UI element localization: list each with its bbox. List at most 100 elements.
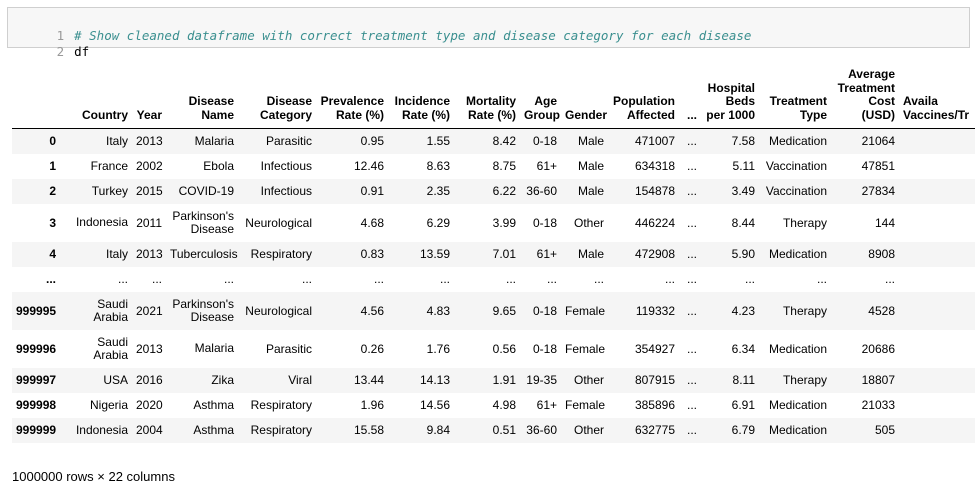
code-cell[interactable]: 1 # Show cleaned dataframe with correct t… [7, 7, 970, 59]
table-cell: Viral [288, 373, 312, 387]
table-cell: Italy [105, 246, 128, 261]
table-row: 999998 Nigeria 2020 Asthma Respiratory 1.96 14… [12, 393, 975, 418]
table-cell: France [90, 158, 128, 173]
table-row: 2 Turkey 2015 COVID-19 Infectious 0.91 2.35 6.2… [12, 178, 975, 204]
table-cell: 0-18 [532, 341, 557, 356]
table-cell: 12.46 [353, 159, 384, 173]
table-cell: ... [439, 272, 450, 286]
table-cell: 4.68 [360, 215, 384, 230]
table-cell: 9.84 [426, 423, 450, 437]
table-cell: ... [505, 272, 516, 286]
table-cell: Female [565, 341, 606, 356]
table-cell [899, 154, 975, 179]
column-header: Country [82, 107, 128, 122]
table-cell: 2020 [136, 398, 163, 412]
table-cell: 2016 [136, 373, 163, 387]
column-header: Prevalence Rate (%) [320, 94, 384, 122]
table-cell: Medication [768, 134, 827, 149]
table-cell: 471007 [634, 134, 675, 149]
table-cell: 2013 [136, 341, 163, 356]
table-cell: 2.35 [426, 184, 450, 198]
table-cell: ... [373, 272, 384, 286]
table-cell: Therapy [782, 303, 827, 318]
table-cell: 13.44 [353, 373, 384, 387]
column-header: Disease Category [259, 94, 312, 122]
table-cell [899, 418, 975, 443]
table-cell: 0-18 [532, 215, 557, 230]
table-cell: Vaccination [765, 159, 827, 173]
table-cell: Therapy [782, 215, 827, 230]
table-cell [899, 179, 975, 204]
column-header: Mortality Rate (%) [465, 94, 516, 122]
column-header: ... [686, 107, 697, 122]
table-cell: Asthma [193, 422, 234, 437]
table-cell [899, 242, 975, 267]
row-index: 0 [49, 134, 56, 149]
table-cell: Neurological [245, 303, 312, 318]
table-cell: 0-18 [532, 134, 557, 149]
table-row: 1 France 2002 Ebola Infectious 12.46 8.63 8.75 6… [12, 154, 975, 179]
table-cell: 2011 [136, 215, 162, 230]
table-cell [899, 368, 975, 393]
row-index: 3 [49, 215, 56, 230]
table-cell: 36-60 [526, 184, 557, 198]
table-cell: 27834 [861, 184, 895, 198]
table-cell: Neurological [245, 215, 312, 230]
table-cell: 18807 [861, 373, 895, 387]
table-cell: ... [686, 272, 697, 286]
table-cell: ... [686, 215, 697, 230]
table-cell: Indonesia [75, 215, 128, 229]
table-row: 0 Italy 2013 Malaria Parasitic 0.95 1.55 8.42 0-… [12, 128, 975, 154]
table-cell: 6.79 [731, 423, 755, 437]
column-header: Age Group [524, 94, 560, 122]
line-number-2: 2 [56, 44, 65, 59]
table-cell: Parasitic [265, 134, 312, 149]
table-cell: USA [103, 372, 128, 387]
table-cell: ... [884, 272, 895, 286]
table-cell: 61+ [536, 247, 557, 261]
table-cell: Nigeria [89, 397, 128, 412]
table-cell: 2021 [136, 303, 163, 318]
table-cell: 807915 [634, 373, 675, 387]
table-cell: 472908 [634, 247, 675, 261]
table-cell: 21064 [861, 134, 895, 149]
table-cell: 354927 [634, 341, 675, 356]
table-cell: Parkinson's Disease [172, 296, 234, 324]
table-cell: 14.56 [419, 398, 450, 412]
table-cell: Saudi Arabia [93, 296, 128, 324]
table-cell: 4.23 [731, 303, 755, 318]
table-row: 3 Indonesia 2011 Parkinson's Disease Neurolo… [12, 204, 975, 242]
column-header: Availa Vaccines/Tr [903, 94, 970, 122]
table-cell: 9.65 [492, 303, 516, 318]
table-cell [899, 393, 975, 418]
table-cell: 4.83 [426, 303, 450, 318]
table-cell: Medication [768, 423, 827, 437]
table-cell: Indonesia [75, 422, 128, 437]
table-cell: 3.49 [731, 184, 755, 198]
table-cell: Other [573, 215, 604, 230]
table-cell: 385896 [634, 398, 675, 412]
code-comment: # Show cleaned dataframe with correct tr… [74, 28, 752, 43]
table-cell: 21033 [861, 398, 895, 412]
table-cell: Saudi Arabia [93, 334, 128, 362]
table-cell: 2015 [136, 184, 163, 198]
table-row: 999995 Saudi Arabia 2021 Parkinson's Diseas… [12, 291, 975, 330]
table-cell: ... [686, 341, 697, 356]
row-index: 2 [49, 184, 56, 198]
table-row: 999996 Saudi Arabia 2013 Malaria Parasitic 0.… [12, 330, 975, 368]
column-header: Population Affected [613, 94, 675, 122]
table-cell: ... [686, 184, 697, 198]
table-cell: 119332 [635, 303, 675, 318]
table-cell: ... [686, 373, 697, 387]
table-cell: 61+ [536, 398, 557, 412]
index-header [12, 68, 60, 129]
table-cell: 4528 [868, 303, 895, 318]
table-cell: Infectious [260, 184, 312, 198]
table-cell: Malaria [194, 133, 234, 148]
table-cell: Therapy [782, 373, 827, 387]
table-cell: 2013 [136, 247, 163, 261]
table-cell: 8.44 [731, 215, 755, 230]
table-cell: 0.83 [360, 247, 384, 261]
table-cell: 8.11 [732, 373, 755, 387]
table-cell [899, 292, 975, 330]
